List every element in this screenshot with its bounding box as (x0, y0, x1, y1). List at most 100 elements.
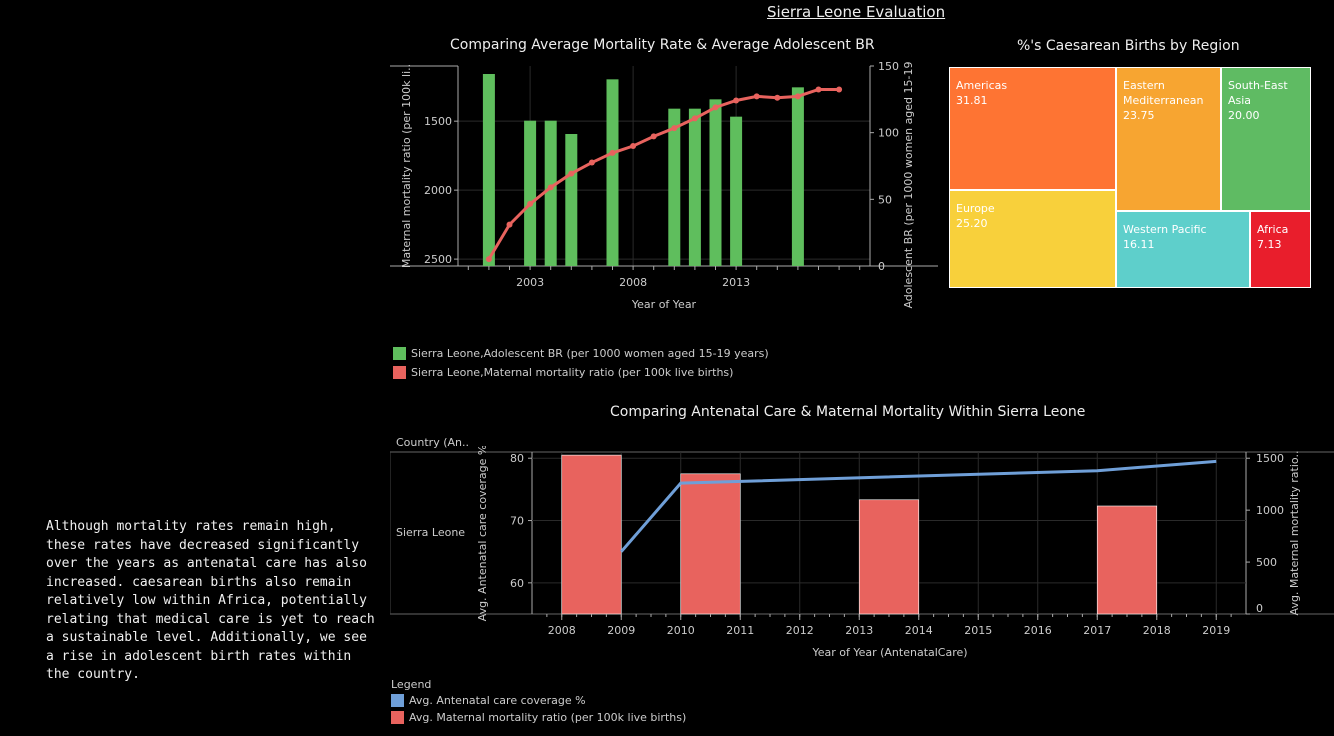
treemap-cell[interactable]: Eastern Mediterranean 23.75 (1116, 67, 1221, 211)
x-tick-label: 2013 (722, 276, 750, 289)
legend-swatch-green (393, 347, 406, 360)
chart3-title: Comparing Antenatal Care & Maternal Mort… (610, 404, 1086, 420)
right-tick-label: 1500 (1256, 452, 1284, 465)
br-bar (688, 108, 701, 266)
caesarean-treemap[interactable]: Americas 31.81 Europe 25.20 Eastern Mediterr… (949, 67, 1311, 288)
br-bar (544, 120, 557, 266)
antenatal-line (620, 459, 1217, 553)
treemap-cell[interactable]: South-East Asia 20.00 (1221, 67, 1311, 211)
mmr-point (506, 221, 513, 228)
x-tick-label: 2008 (619, 276, 647, 289)
mmr-point (794, 93, 801, 100)
mmr-point (485, 256, 492, 263)
right-tick-label: 150 (878, 60, 899, 73)
x-tick-label: 2018 (1143, 624, 1171, 637)
right-tick-label: 1000 (1256, 504, 1284, 517)
mmr-point (568, 170, 575, 177)
treemap-cell-value: 16.11 (1123, 238, 1155, 251)
mmr-point (712, 104, 719, 111)
br-bar (606, 79, 619, 266)
treemap-cell-label: Africa (1257, 223, 1289, 236)
treemap-cell-label: Eastern Mediterranean (1123, 79, 1204, 107)
right-axis-label: Avg. Maternal mortality ratio.. (1288, 451, 1301, 616)
mmr-point (650, 133, 657, 140)
x-tick-label: 2015 (964, 624, 992, 637)
br-bar (565, 134, 578, 266)
left-tick-label: 1500 (424, 115, 452, 128)
chart1-legend-item-br[interactable]: Sierra Leone,Adolescent BR (per 1000 wom… (393, 347, 769, 360)
chart1-legend-item-mmr[interactable]: Sierra Leone,Maternal mortality ratio (p… (393, 366, 769, 379)
x-tick-label: 2016 (1024, 624, 1052, 637)
treemap-cell-value: 25.20 (956, 217, 988, 230)
right-tick-label: 0 (1256, 602, 1263, 615)
treemap-cell-value: 7.13 (1257, 238, 1282, 251)
x-tick-label: 2013 (845, 624, 873, 637)
br-bar (668, 108, 681, 266)
treemap-cell[interactable]: Africa 7.13 (1250, 211, 1311, 288)
chart3-legend-item-mmr[interactable]: Avg. Maternal mortality ratio (per 100k … (391, 711, 686, 724)
right-tick-label: 100 (878, 127, 899, 140)
x-tick-label: 2012 (786, 624, 814, 637)
x-tick-label: 2009 (607, 624, 635, 637)
legend-title: Legend (391, 678, 432, 691)
br-bar (791, 87, 804, 266)
treemap-title: %'s Caesarean Births by Region (1017, 38, 1240, 54)
mmr-point (588, 159, 595, 166)
mmr-point (691, 115, 698, 122)
treemap-cell[interactable]: Western Pacific 16.11 (1116, 211, 1250, 288)
right-tick-label: 50 (878, 193, 892, 206)
mmr-point (609, 149, 616, 156)
mmr-bar (561, 454, 622, 615)
left-tick-label: 80 (510, 452, 524, 465)
right-tick-label: 0 (878, 260, 885, 273)
mmr-point (836, 86, 843, 93)
right-tick-label: 500 (1256, 556, 1277, 569)
x-tick-label: 2014 (905, 624, 933, 637)
br-bar (730, 116, 743, 266)
left-axis-label: Maternal mortality ratio (per 100k li.. (400, 64, 413, 268)
x-tick-label: 2011 (726, 624, 754, 637)
row-header[interactable]: Country (An.. (396, 436, 469, 449)
legend-label: Avg. Antenatal care coverage % (409, 694, 586, 707)
legend-label: Sierra Leone,Maternal mortality ratio (p… (411, 366, 734, 379)
treemap-cell-label: South-East Asia (1228, 79, 1288, 107)
chart1-title: Comparing Average Mortality Rate & Avera… (450, 37, 875, 53)
treemap-cell[interactable]: Europe 25.20 (949, 190, 1116, 288)
x-tick-label: 2019 (1202, 624, 1230, 637)
x-axis-label: Year of Year (631, 298, 697, 311)
legend-label: Avg. Maternal mortality ratio (per 100k … (409, 711, 687, 724)
left-tick-label: 60 (510, 577, 524, 590)
mmr-point (733, 97, 740, 104)
mmr-bar (680, 473, 741, 615)
mmr-point (753, 93, 760, 100)
x-tick-label: 2017 (1083, 624, 1111, 637)
x-tick-label: 2010 (667, 624, 695, 637)
treemap-cell[interactable]: Americas 31.81 (949, 67, 1116, 190)
mmr-point (630, 143, 637, 149)
left-tick-label: 2000 (424, 184, 452, 197)
chart3-legend-item-anc[interactable]: Avg. Antenatal care coverage % (391, 694, 686, 707)
x-tick-label: 2003 (516, 276, 544, 289)
left-tick-label: 2500 (424, 253, 452, 266)
legend-swatch-red (393, 366, 406, 379)
left-tick-label: 70 (510, 515, 524, 528)
antenatal-mortality-chart[interactable]: 80 70 60 1500 1000 500 0 2008 2009 2010 2011 2012 20… (390, 446, 1334, 668)
treemap-cell-label: Western Pacific (1123, 223, 1207, 236)
right-axis-label: Adolescent BR (per 1000 women aged 15-19… (902, 58, 915, 309)
chart1-legend: Sierra Leone,Adolescent BR (per 1000 wom… (393, 347, 769, 379)
left-axis-label: Avg. Antenatal care coverage % (476, 446, 489, 621)
mmr-bar (858, 499, 920, 615)
treemap-cell-value: 31.81 (956, 94, 988, 107)
treemap-cell-label: Europe (956, 202, 995, 215)
treemap-cell-value: 20.00 (1228, 109, 1260, 122)
mmr-point (774, 94, 781, 101)
narrative-text: Although mortality rates remain high, th… (46, 519, 375, 682)
mmr-point (527, 200, 534, 207)
row-label: Sierra Leone (396, 526, 466, 539)
mortality-br-chart[interactable]: 1500 2000 2500 150 100 50 0 2003 2008 2013 Year of… (388, 58, 944, 318)
dashboard-title: Sierra Leone Evaluation (767, 3, 946, 21)
legend-swatch-red (391, 711, 404, 724)
mmr-point (671, 125, 678, 132)
br-bar (524, 120, 537, 266)
treemap-cell-label: Americas (956, 79, 1008, 92)
